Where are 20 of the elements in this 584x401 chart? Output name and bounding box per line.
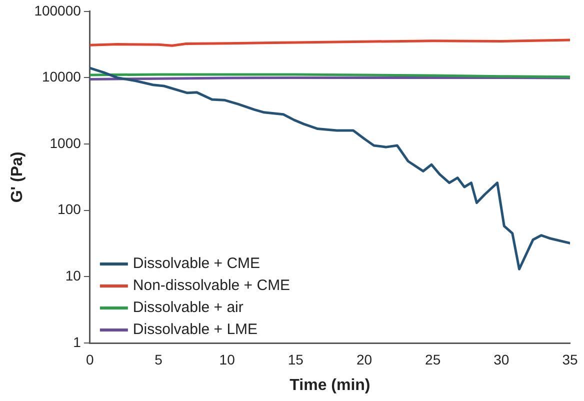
y-tick-label: 100000 [34,2,82,18]
y-tick-label: 1 [73,334,82,350]
y-tick-label: 10000 [42,68,82,85]
y-tick-label: 1000 [50,134,82,151]
y-tick-label: 100 [58,201,82,218]
y-tick-label: 10 [65,268,82,284]
x-tick-label: 10 [219,351,236,368]
x-tick-label: 35 [562,351,578,368]
x-axis-title: Time (min) [290,376,370,394]
x-tick-label: 20 [356,351,372,368]
x-tick-label: 25 [425,351,441,368]
x-tick-label: 0 [86,351,94,368]
x-tick-label: 30 [494,351,510,368]
x-tick-label: 15 [288,351,304,368]
y-axis-title: G' (Pa) [9,152,26,203]
legend-label: Dissolvable + air [132,299,244,316]
x-tick-label: 5 [154,351,163,368]
legend-label: Non-dissolvable + CME [132,277,290,294]
legend-label: Dissolvable + CME [132,255,260,272]
legend-label: Dissolvable + LME [132,321,258,338]
